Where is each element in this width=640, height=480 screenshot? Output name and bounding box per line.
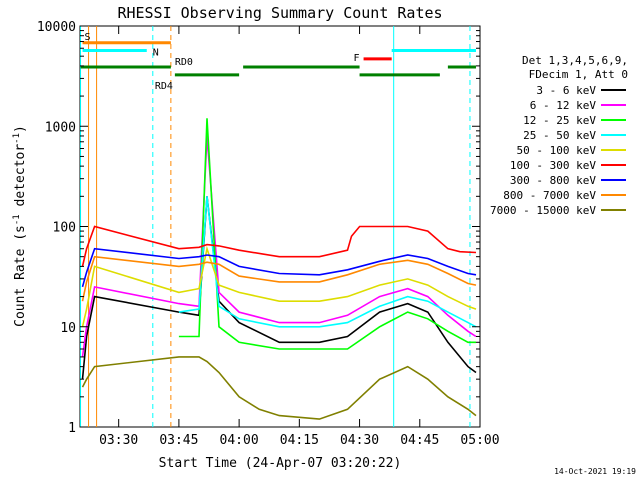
y-axis-ticks: 1 10 100 1000 10000 [37, 20, 480, 436]
legend-label-0: 3 - 6 keV [536, 84, 596, 97]
legend-label-3: 25 - 50 keV [523, 129, 596, 142]
y-tick-label-1: 10 [60, 321, 76, 336]
x-tick-label-1: 03:45 [159, 433, 198, 448]
series-line-6 [81, 247, 477, 288]
flag-label-n: N [153, 47, 159, 58]
legend-label-8: 7000 - 15000 keV [490, 204, 596, 217]
legend-label-6: 300 - 800 keV [510, 174, 596, 187]
plot-frame [79, 25, 481, 428]
x-tick-label-4: 04:30 [340, 433, 379, 448]
series-line-0 [81, 196, 477, 380]
y-axis-label-mid: detector [13, 144, 28, 215]
legend-label-1: 6 - 12 keV [530, 99, 597, 112]
series-line-1 [81, 135, 477, 358]
legend-label-7: 800 - 7000 keV [503, 189, 596, 202]
y-axis-label-suffix: ) [13, 125, 28, 133]
legend-header-line-1: Det 1,3,4,5,6,9, [522, 54, 628, 67]
series-lines [81, 118, 477, 420]
series-line-3 [178, 196, 477, 328]
x-tick-label-0: 03:30 [99, 433, 138, 448]
y-tick-label-0: 1 [68, 421, 76, 436]
y-tick-label-3: 1000 [45, 120, 76, 135]
flag-label-s: S [85, 32, 91, 43]
x-tick-label-2: 04:00 [220, 433, 259, 448]
y-axis-label-sup1: -1 [12, 214, 22, 225]
legend-header-line-2: FDecim 1, Att 0 [529, 68, 628, 81]
chart-title: RHESSI Observing Summary Count Rates [117, 4, 442, 22]
y-tick-label-2: 100 [53, 221, 76, 236]
series-line-2 [178, 118, 476, 350]
series-line-7 [81, 255, 477, 302]
x-tick-label-6: 05:00 [460, 433, 499, 448]
x-tick-label-3: 04:15 [280, 433, 319, 448]
x-tick-label-5: 04:45 [400, 433, 439, 448]
legend-label-2: 12 - 25 keV [523, 114, 596, 127]
series-line-4 [81, 245, 477, 327]
footer-date: 14-Oct-2021 19:19 [554, 467, 636, 476]
plot-area: S N F RD0 RD4 03:30 03:45 04:00 04:15 04:30 04:45… [37, 20, 500, 448]
legend-label-5: 100 - 300 keV [510, 159, 596, 172]
legend: Det 1,3,4,5,6,9, FDecim 1, Att 0 3 - 6 k… [490, 54, 628, 217]
y-axis-label-sup2: -1 [12, 133, 22, 144]
series-line-5 [81, 225, 477, 267]
x-axis-label: Start Time (24-Apr-07 03:20:22) [159, 456, 402, 471]
y-tick-label-4: 10000 [37, 20, 76, 35]
y-axis-label-prefix: Count Rate (s [13, 225, 28, 327]
series-line-8 [81, 356, 477, 420]
legend-entries: 3 - 6 keV 6 - 12 keV 12 - 25 keV 25 - 50 ke… [490, 84, 626, 217]
flag-label-rd0: RD0 [175, 57, 193, 68]
x-axis-ticks: 03:30 03:45 04:00 04:15 04:30 04:45 05:00 [99, 26, 500, 448]
legend-label-4: 50 - 100 keV [517, 144, 597, 157]
y-axis-label: Count Rate (s-1 detector-1) [12, 125, 28, 327]
flag-bars: S N F RD0 RD4 [80, 32, 476, 92]
flag-label-f: F [354, 53, 360, 64]
vertical-markers [80, 26, 471, 427]
flag-label-rd4: RD4 [155, 81, 173, 92]
